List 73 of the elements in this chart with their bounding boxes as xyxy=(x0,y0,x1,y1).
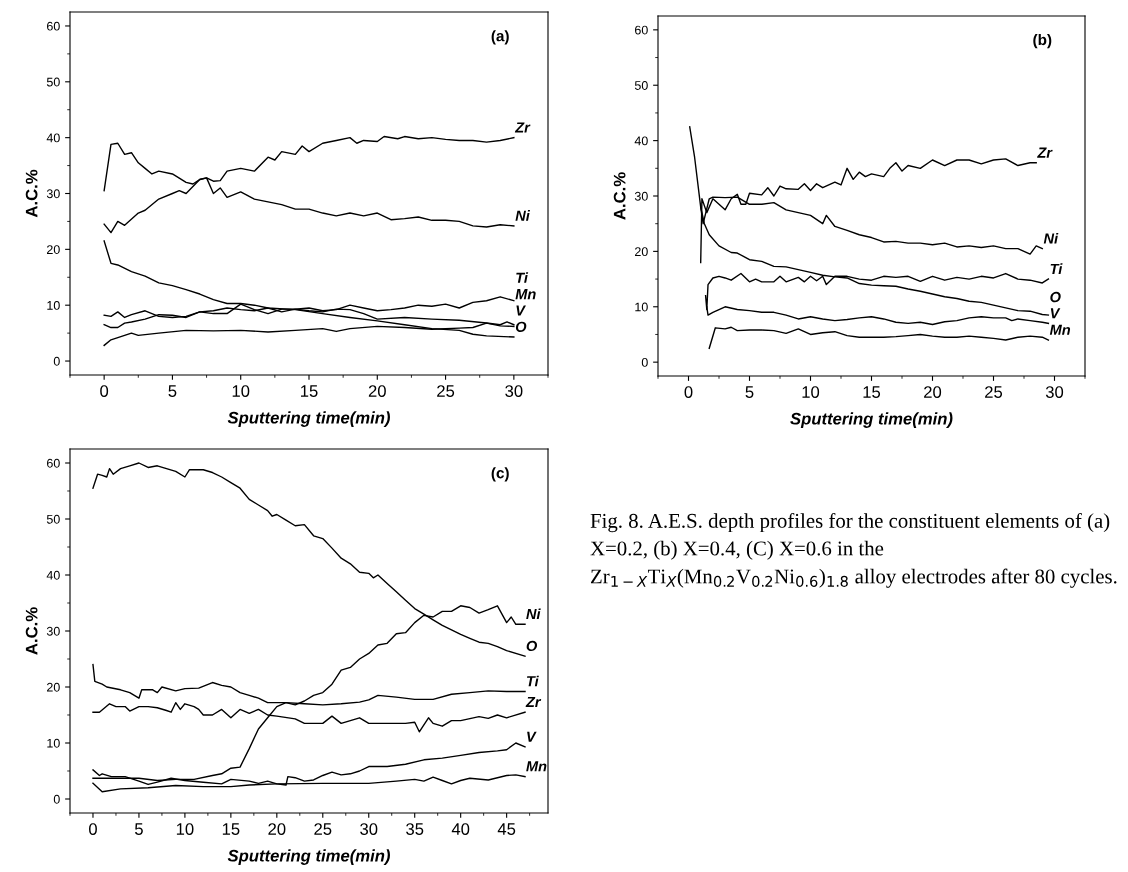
x-tick-label: 30 xyxy=(505,385,523,397)
y-tick-label: 40 xyxy=(634,136,648,146)
y-tick-label: 60 xyxy=(47,458,60,468)
y-tick-label: 50 xyxy=(46,514,60,524)
y-tick-label: 0 xyxy=(53,356,60,366)
x-tick-label: 10 xyxy=(232,385,250,397)
x-tick-label: 25 xyxy=(985,386,1003,398)
series-label: Ni xyxy=(1043,232,1059,244)
x-tick-label: 0 xyxy=(100,385,109,397)
x-tick-label: 10 xyxy=(802,386,820,398)
series-label: Zr xyxy=(525,696,542,707)
x-tick-label: 25 xyxy=(314,823,332,835)
x-tick-label: 15 xyxy=(863,386,881,398)
y-axis-title: A.C.% xyxy=(613,172,626,220)
y-tick-label: 20 xyxy=(47,682,60,692)
y-tick-label: 0 xyxy=(53,794,60,804)
x-tick-label: 30 xyxy=(360,823,378,835)
series-label: V xyxy=(527,731,537,742)
series-label: Mn xyxy=(526,761,547,772)
y-tick-label: 30 xyxy=(46,626,60,636)
y-tick-label: 20 xyxy=(635,247,648,257)
x-tick-label: 30 xyxy=(1045,386,1064,398)
series-label: Ni xyxy=(515,210,531,221)
x-tick-label: 25 xyxy=(437,385,455,397)
series-label: Ti xyxy=(1050,263,1063,274)
series-label: Mn xyxy=(1049,324,1071,335)
series-label: O xyxy=(515,321,527,332)
x-tick-label: 15 xyxy=(222,823,240,835)
series-label: Ti xyxy=(516,272,529,283)
series-label: V xyxy=(1050,308,1061,319)
annotation: (c) xyxy=(491,467,509,482)
y-tick-label: 10 xyxy=(47,300,60,310)
text: Fig. 8. A.E.S. depth profiles for the constituent elements of (a) X=0.2, (b) X=0.4, (C) X=0.6 in the Zr$_{1−X}$Ti$_{X}$(Mn$_{0.2}$V$_{0.2}$Ni$_{0.6}$)$_{1.8}$ alloy electrodes after 80 cycles. xyxy=(590,513,1117,588)
y-tick-label: 40 xyxy=(46,570,60,580)
x-tick-label: 35 xyxy=(406,823,424,835)
series-label: Zr xyxy=(1037,147,1053,158)
x-tick-label: 10 xyxy=(176,823,194,835)
y-axis-title: A.C.% xyxy=(25,607,38,655)
y-tick-label: 10 xyxy=(635,302,648,312)
y-tick-label: 0 xyxy=(641,357,648,367)
y-tick-label: 60 xyxy=(47,21,60,31)
series-label: Mn xyxy=(515,289,536,300)
series-label: O xyxy=(1050,291,1061,303)
x-tick-label: 5 xyxy=(745,386,754,398)
series-label: V xyxy=(516,305,526,316)
x-axis-title: Sputtering time(min) xyxy=(227,411,390,427)
x-axis-title: Sputtering time(min) xyxy=(790,412,953,428)
y-tick-label: 60 xyxy=(635,25,648,35)
x-tick-label: 20 xyxy=(268,823,286,835)
y-tick-label: 40 xyxy=(46,133,60,143)
x-axis-title: Sputtering time(min) xyxy=(227,849,390,865)
series-label: O xyxy=(526,640,538,652)
series-label: Ni xyxy=(526,608,541,620)
x-tick-label: 20 xyxy=(368,385,386,397)
y-tick-label: 30 xyxy=(46,189,60,199)
series-label: Zr xyxy=(514,122,531,133)
x-tick-label: 15 xyxy=(301,385,318,397)
y-tick-label: 50 xyxy=(46,77,60,87)
y-axis-title: A.C.% xyxy=(25,169,38,218)
y-tick-label: 30 xyxy=(634,191,648,201)
y-tick-label: 50 xyxy=(634,81,648,90)
x-tick-label: 0 xyxy=(89,823,97,835)
annotation: (a) xyxy=(491,30,509,45)
x-tick-label: 5 xyxy=(168,385,177,397)
x-tick-label: 0 xyxy=(684,386,693,398)
y-tick-label: 20 xyxy=(47,245,60,254)
x-tick-label: 45 xyxy=(497,823,516,835)
series-label: Ti xyxy=(526,675,539,687)
x-tick-label: 20 xyxy=(924,386,942,398)
x-tick-label: 40 xyxy=(451,823,470,835)
x-tick-label: 5 xyxy=(134,823,143,835)
y-tick-label: 10 xyxy=(47,738,60,748)
annotation: (b) xyxy=(1033,34,1052,49)
